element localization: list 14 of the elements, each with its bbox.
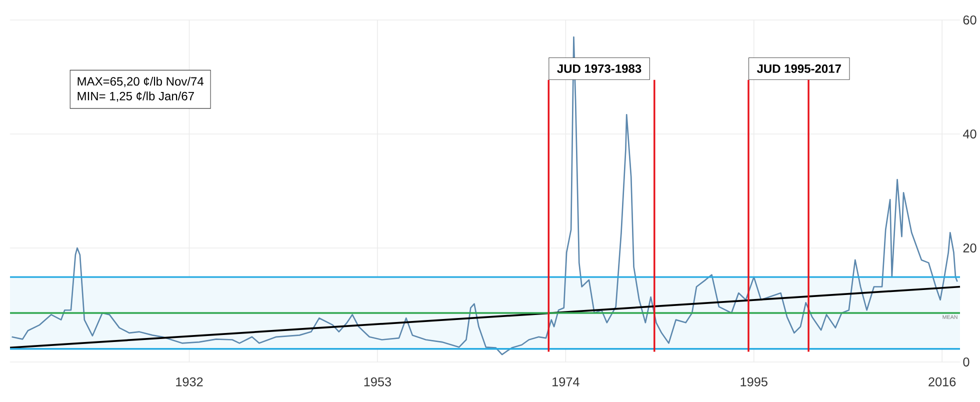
annotation: MIN= 1,25 ¢/lb Jan/67: [78, 92, 194, 102]
ref-line-label: JUD 1995-2017: [756, 64, 841, 73]
y-tick-label: 40: [963, 130, 976, 138]
y-tick-label: 20: [963, 244, 976, 252]
y-tick-label: 0: [963, 358, 970, 366]
x-tick-label: 2016: [928, 377, 956, 386]
ref-line-label: JUD 1973-1983: [557, 64, 642, 73]
x-tick-label: 1953: [364, 377, 391, 386]
line-series: [11, 36, 958, 356]
x-tick-label: 1974: [552, 377, 580, 386]
x-tick-label: 1932: [176, 377, 203, 386]
y-tick-label: 60: [963, 16, 976, 24]
x-tick-label: 1995: [740, 377, 768, 386]
annotation: MAX=65,20 ¢/lb Nov/74: [78, 76, 204, 88]
